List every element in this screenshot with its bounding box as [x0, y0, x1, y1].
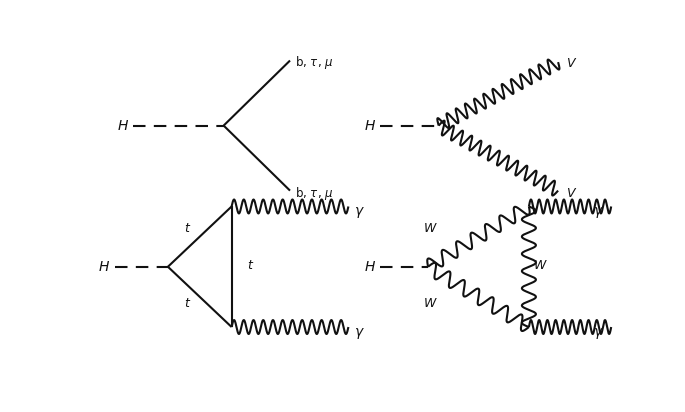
- Text: $\gamma$: $\gamma$: [593, 205, 603, 220]
- Text: W: W: [423, 222, 436, 235]
- Text: V: V: [566, 57, 575, 70]
- Text: H: H: [99, 260, 110, 274]
- Text: V: V: [566, 187, 575, 200]
- Text: $\gamma$: $\gamma$: [353, 205, 364, 220]
- Text: t: t: [184, 297, 189, 310]
- Text: W: W: [534, 259, 547, 272]
- Text: H: H: [364, 260, 375, 274]
- Text: $\gamma$: $\gamma$: [353, 326, 364, 341]
- Text: t: t: [247, 259, 252, 272]
- Text: H: H: [118, 119, 128, 133]
- Text: b, $\tau$, $\mu$: b, $\tau$, $\mu$: [295, 54, 334, 70]
- Text: b, $\tau$, $\mu$: b, $\tau$, $\mu$: [295, 185, 334, 202]
- Text: H: H: [364, 119, 375, 133]
- Text: $\gamma$: $\gamma$: [593, 326, 603, 341]
- Text: W: W: [423, 297, 436, 310]
- Text: t: t: [184, 222, 189, 235]
